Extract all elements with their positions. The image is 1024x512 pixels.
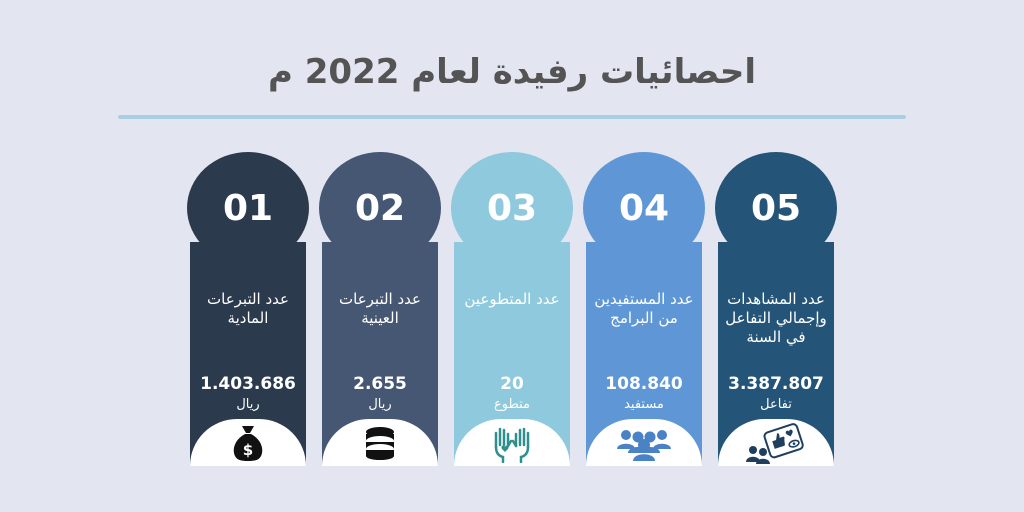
stat-card-02: 02 عدد التبرعات العينية 2.655 ريال: [319, 152, 441, 466]
stat-number-badge: 05: [715, 152, 837, 264]
people-group-icon: [617, 429, 671, 461]
stat-number-badge: 04: [583, 152, 705, 264]
stat-value: 2.655: [353, 374, 407, 394]
stat-unit: ريال: [236, 397, 260, 412]
title-divider: [118, 115, 906, 119]
stat-label: عدد المستفيدين من البرامج: [594, 290, 694, 327]
stat-label: عدد المتطوعين: [464, 290, 560, 308]
stat-unit: ريال: [368, 397, 392, 412]
stat-card-05: 05 عدد المشاهدات وإجمالي التفاعل في السن…: [715, 152, 837, 466]
stat-number-badge: 03: [451, 152, 573, 264]
stat-unit: تفاعل: [760, 397, 792, 412]
stat-card-01: 01 عدد التبرعات المادية 1.403.686 ريال $: [187, 152, 309, 466]
stat-value: 3.387.807: [728, 374, 824, 394]
stat-label: عدد التبرعات المادية: [207, 290, 289, 327]
stat-label: عدد التبرعات العينية: [339, 290, 421, 327]
stat-value: 20: [500, 374, 524, 394]
stat-number-badge: 01: [187, 152, 309, 264]
stat-label: عدد المشاهدات وإجمالي التفاعل في السنة: [725, 290, 827, 346]
coin-stack-icon: [366, 426, 394, 460]
stat-unit: مستفيد: [624, 397, 664, 412]
svg-text:$: $: [243, 441, 253, 459]
raised-hands-icon: [494, 427, 530, 463]
stat-card-04: 04 عدد المستفيدين من البرامج 108.840 مست…: [583, 152, 705, 466]
stat-card-03: 03 عدد المتطوعين 20 متطوع: [451, 152, 573, 466]
stat-unit: متطوع: [493, 397, 531, 412]
stat-value: 108.840: [605, 374, 683, 394]
stat-value: 1.403.686: [200, 374, 296, 394]
stat-number-badge: 02: [319, 152, 441, 264]
page-title: احصائيات رفيدة لعام 2022 م: [268, 52, 756, 92]
money-bag-icon: $: [233, 425, 263, 461]
social-engagement-icon: [746, 422, 804, 464]
